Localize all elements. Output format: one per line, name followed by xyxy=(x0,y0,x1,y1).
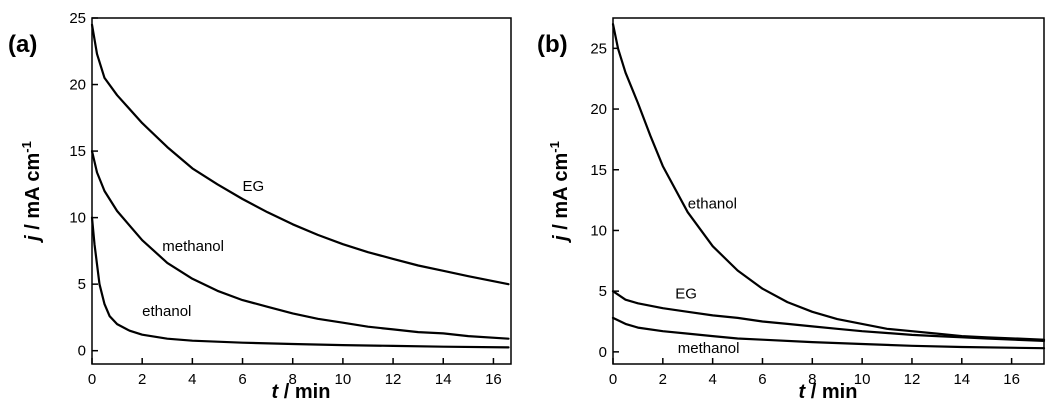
y-tick: 15 xyxy=(590,162,619,179)
y-tick-label: 15 xyxy=(590,162,607,179)
x-tick: 14 xyxy=(953,358,970,388)
panel-b-series-labels: ethanol EG methanol xyxy=(675,196,739,357)
x-tick: 6 xyxy=(758,358,767,388)
y-tick-label: 10 xyxy=(590,222,607,239)
x-tick: 2 xyxy=(138,358,146,388)
x-tick-label: 14 xyxy=(953,371,970,388)
y-tick: 10 xyxy=(590,222,619,239)
series-line-ethanol xyxy=(611,23,1046,341)
x-tick: 16 xyxy=(1003,358,1020,388)
x-tick-label: 4 xyxy=(188,371,196,388)
x-tick: 16 xyxy=(485,358,502,388)
x-tick-label: 6 xyxy=(238,371,246,388)
x-tick: 4 xyxy=(188,358,197,388)
y-tick-label: 5 xyxy=(78,276,86,293)
x-tick-label: 10 xyxy=(335,371,352,388)
y-tick: 0 xyxy=(599,344,619,361)
y-tick-label: 25 xyxy=(69,10,86,27)
series-line-ethanol xyxy=(90,216,510,349)
x-tick-label: 6 xyxy=(758,371,766,388)
x-tick: 6 xyxy=(238,358,247,388)
y-tick-label: 5 xyxy=(599,283,607,300)
x-tick-label: 8 xyxy=(289,371,297,388)
x-tick: 0 xyxy=(88,358,96,388)
x-tick: 2 xyxy=(659,358,667,388)
panel-a: 0 5 10 15 20 25 0 2 4 6 8 10 12 14 16 EG methanol ethan… xyxy=(8,10,512,403)
y-tick-label: 20 xyxy=(69,77,86,94)
x-tick: 8 xyxy=(289,358,297,388)
x-tick: 8 xyxy=(808,358,816,388)
y-tick: 5 xyxy=(599,283,619,300)
y-tick: 20 xyxy=(590,101,619,118)
x-tick-label: 16 xyxy=(1003,371,1020,388)
x-tick-label: 10 xyxy=(854,371,871,388)
series-line-eg xyxy=(90,23,510,286)
panel-a-series xyxy=(90,23,510,349)
x-tick: 10 xyxy=(335,358,352,388)
x-tick: 12 xyxy=(904,358,921,388)
series-label-ethanol: ethanol xyxy=(142,303,191,320)
x-tick-label: 12 xyxy=(385,371,402,388)
panel-a-y-ticks: 0 5 10 15 20 25 xyxy=(69,10,98,360)
panel-b-x-axis-title: t / min xyxy=(799,381,858,403)
x-tick-label: 0 xyxy=(88,371,96,388)
x-tick: 4 xyxy=(708,358,717,388)
panel-b-x-ticks: 0 2 4 6 8 10 12 14 16 xyxy=(609,358,1020,388)
series-label-eg: EG xyxy=(675,285,697,302)
x-tick-label: 2 xyxy=(138,371,146,388)
x-tick-label: 0 xyxy=(609,371,617,388)
y-tick-label: 10 xyxy=(69,210,86,227)
x-tick-label: 12 xyxy=(904,371,921,388)
x-tick: 12 xyxy=(385,358,402,388)
panel-b-label: (b) xyxy=(537,31,568,58)
y-tick-label: 15 xyxy=(69,143,86,160)
panel-a-frame xyxy=(91,17,512,365)
x-tick: 0 xyxy=(609,358,617,388)
panel-b: 0 5 10 15 20 25 0 2 4 6 8 10 12 14 16 ethanol EG methan… xyxy=(537,17,1046,403)
y-tick: 25 xyxy=(69,10,98,27)
x-tick-label: 8 xyxy=(808,371,816,388)
x-tick-label: 4 xyxy=(708,371,716,388)
x-tick-label: 2 xyxy=(659,371,667,388)
panel-b-series xyxy=(611,23,1046,350)
series-line-methanol xyxy=(611,316,1046,350)
y-tick: 0 xyxy=(78,343,98,360)
y-tick: 5 xyxy=(78,276,98,293)
series-line-methanol xyxy=(90,150,510,340)
series-label-ethanol: ethanol xyxy=(688,196,737,213)
panel-b-y-ticks: 0 5 10 15 20 25 xyxy=(590,40,619,361)
series-label-methanol: methanol xyxy=(678,340,740,357)
panel-a-x-ticks: 0 2 4 6 8 10 12 14 16 xyxy=(88,358,502,388)
panel-a-label: (a) xyxy=(8,31,37,58)
y-tick-label: 25 xyxy=(590,40,607,57)
series-line-eg xyxy=(611,290,1046,342)
panel-b-frame xyxy=(612,17,1045,365)
panel-a-y-axis-title: j / mA cm-1 xyxy=(19,141,44,244)
panel-b-y-axis-title: j / mA cm-1 xyxy=(547,141,572,244)
y-tick: 25 xyxy=(590,40,619,57)
y-tick-label: 20 xyxy=(590,101,607,118)
x-tick: 10 xyxy=(854,358,871,388)
x-tick-label: 16 xyxy=(485,371,502,388)
series-label-methanol: methanol xyxy=(162,238,224,255)
series-label-eg: EG xyxy=(243,178,265,195)
y-tick-label: 0 xyxy=(599,344,607,361)
panel-a-x-axis-title: t / min xyxy=(272,381,331,403)
y-tick-label: 0 xyxy=(78,343,86,360)
x-tick: 14 xyxy=(435,358,452,388)
panel-a-series-labels: EG methanol ethanol xyxy=(142,178,264,320)
y-tick: 20 xyxy=(69,77,98,94)
x-tick-label: 14 xyxy=(435,371,452,388)
